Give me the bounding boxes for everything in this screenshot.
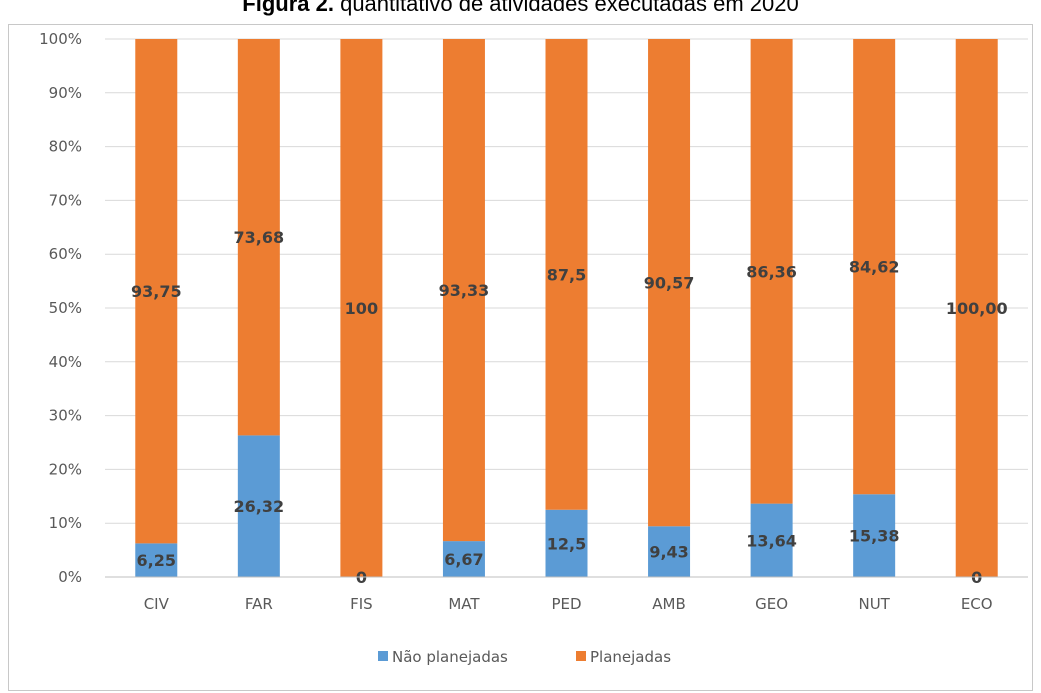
x-tick-label: GEO [755,595,788,613]
x-tick-label: FIS [350,595,373,613]
data-label: 100,00 [946,299,1008,318]
bar-segment-planejadas [853,39,896,495]
y-tick-label: 60% [49,245,82,263]
data-label: 87,5 [547,265,586,284]
x-tick-label: FAR [245,595,273,613]
legend-label: Planejadas [590,648,671,666]
bar-segment-planejadas [340,39,383,577]
legend-swatch [378,651,388,661]
x-tick-label: NUT [858,595,890,613]
data-label: 86,36 [746,262,797,281]
y-tick-label: 100% [39,30,82,48]
data-label: 15,38 [849,527,900,546]
bar-segment-nao-planejadas [750,503,793,577]
bar-segment-planejadas [237,39,280,436]
y-tick-label: 10% [49,514,82,532]
data-label: 12,5 [547,534,586,553]
data-labels: 6,2593,7526,3273,6801006,6793,3312,587,5… [131,228,1008,587]
bar-segment-nao-planejadas [135,543,178,577]
chart-title: Figura 2. quantitativo de atividades exe… [0,0,1041,17]
legend-label: Não planejadas [392,648,508,666]
y-tick-label: 90% [49,84,82,102]
y-axis: 0% 10% 20% 30% 40% 50% 60% 70% 80% 90% 100% [39,30,82,586]
x-axis: CIV FAR FIS MAT PED AMB GEO NUT ECO [105,576,1028,613]
bar-segment-planejadas [955,39,998,577]
y-tick-label: 30% [49,407,82,425]
data-label: 93,75 [131,282,182,301]
bar-segment-nao-planejadas [648,526,691,577]
y-tick-label: 40% [49,353,82,371]
x-tick-label: AMB [652,595,686,613]
data-label: 26,32 [234,497,285,516]
bars [135,39,998,577]
bar-segment-planejadas [135,39,178,544]
bar-segment-planejadas [442,39,485,542]
bar-segment-nao-planejadas [442,541,485,577]
bar-segment-nao-planejadas [237,435,280,577]
x-tick-label: PED [551,595,581,613]
legend: Não planejadas Planejadas [378,648,671,666]
legend-swatch [576,651,586,661]
data-label: 90,57 [644,274,695,293]
data-label: 9,43 [649,543,688,562]
y-tick-label: 70% [49,191,82,209]
y-tick-label: 20% [49,460,82,478]
bar-segment-nao-planejadas [545,509,588,577]
y-tick-label: 0% [58,568,82,586]
bar-segment-planejadas [750,39,793,504]
y-tick-label: 80% [49,138,82,156]
data-label: 93,33 [439,281,490,300]
data-label: 6,67 [444,550,483,569]
data-label: 100 [345,299,378,318]
data-label: 13,64 [746,531,797,550]
chart-frame [8,24,1033,691]
bar-segment-nao-planejadas [853,494,896,577]
bar-segment-planejadas [545,39,588,510]
x-tick-label: MAT [448,595,480,613]
data-label: 84,62 [849,258,900,277]
chart-title-rest: quantitativo de atividades executadas em… [340,0,799,16]
x-tick-label: ECO [961,595,993,613]
bar-segment-planejadas [648,39,691,527]
chart-title-bold: Figura 2. [242,0,334,16]
x-tick-label: CIV [144,595,170,613]
data-label: 6,25 [137,551,176,570]
y-tick-label: 50% [49,299,82,317]
data-label: 73,68 [234,228,285,247]
